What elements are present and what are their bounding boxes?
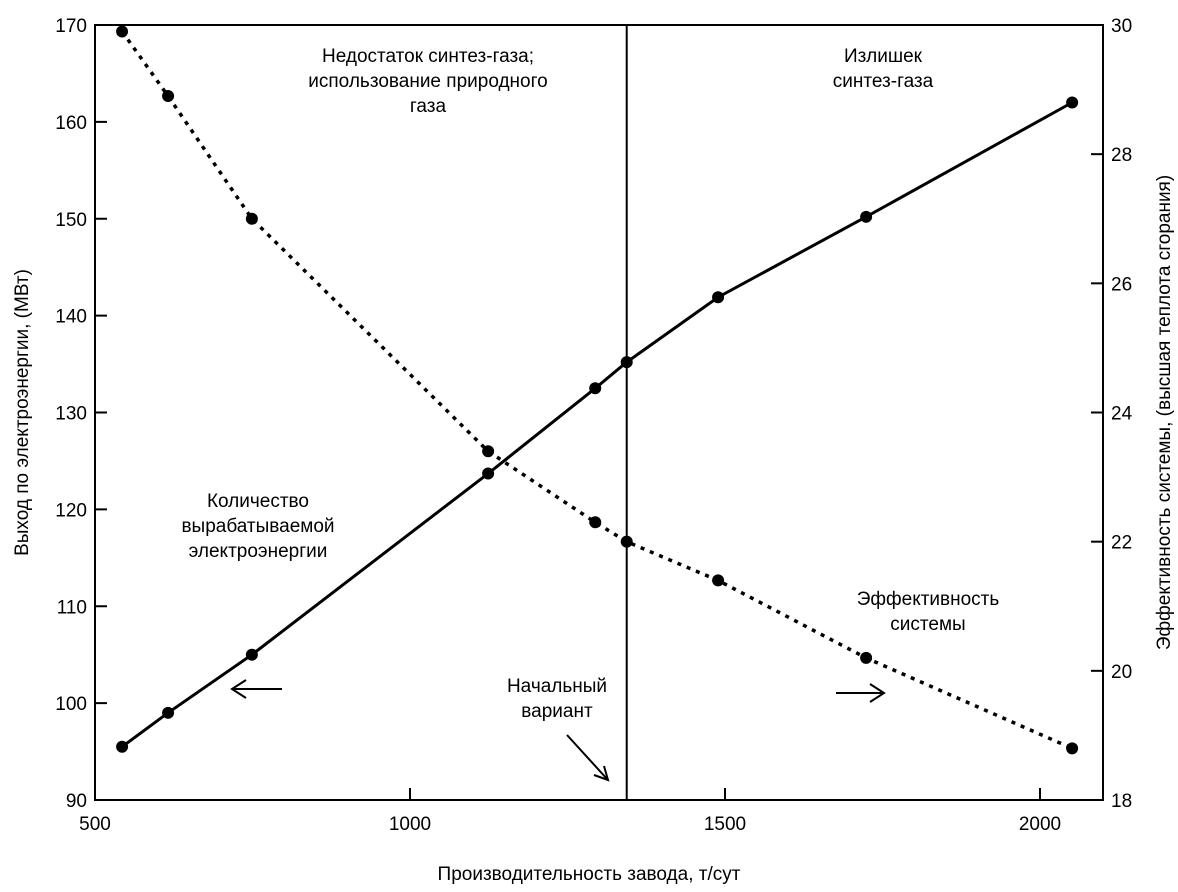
- point: [620, 356, 633, 369]
- left-arrow: [230, 679, 282, 699]
- point: [1066, 742, 1079, 755]
- y2-tick-label: 18: [1111, 791, 1132, 812]
- y-tick-label: 150: [55, 210, 87, 231]
- x-axis-label: Производительность завода, т/сут: [438, 864, 741, 885]
- annotation: электроэнергии: [189, 541, 328, 562]
- y2-tick-label: 24: [1111, 404, 1133, 425]
- point: [860, 651, 873, 664]
- point: [162, 90, 175, 103]
- y2-axis-label: Эффективность системы, (высшая теплота с…: [1154, 175, 1175, 650]
- annotation: использование природного: [308, 71, 547, 92]
- y-tick-label: 120: [55, 500, 87, 521]
- y2-tick-label: 26: [1111, 274, 1132, 295]
- x-tick-label: 500: [79, 814, 111, 835]
- x-tick-label: 1000: [389, 814, 431, 835]
- annotation: Количество: [207, 491, 309, 512]
- point: [589, 382, 602, 395]
- annotation: синтез-газа: [833, 71, 934, 92]
- annotation: Недостаток синтез-газа;: [322, 46, 534, 67]
- point: [620, 535, 633, 548]
- annotation: вырабатываемой: [181, 516, 334, 537]
- point: [860, 210, 873, 223]
- point: [245, 212, 258, 225]
- y2-tick-label: 30: [1111, 16, 1132, 37]
- point: [116, 25, 129, 38]
- point: [245, 648, 258, 661]
- annotation: Излишек: [844, 46, 923, 67]
- y2-tick-label: 20: [1111, 662, 1132, 683]
- annotation: Начальный: [507, 676, 607, 697]
- series-line: [121, 101, 1073, 748]
- annotation: Эффективность: [857, 589, 1000, 610]
- point: [712, 574, 725, 587]
- point: [589, 516, 602, 529]
- y2-tick-label: 22: [1111, 533, 1132, 554]
- pointer-arrow: [566, 734, 610, 782]
- y2-tick-label: 28: [1111, 145, 1132, 166]
- y-tick-label: 170: [55, 16, 87, 37]
- point: [1066, 96, 1079, 109]
- point: [712, 291, 725, 304]
- y-axis-label: Выход по электроэнергии, (МВт): [12, 269, 33, 556]
- arrows: [230, 679, 886, 782]
- right-arrow: [836, 683, 886, 703]
- point: [162, 706, 175, 719]
- y-tick-label: 130: [55, 404, 87, 425]
- annotation: газа: [410, 96, 447, 117]
- annotation: вариант: [521, 701, 593, 722]
- point: [482, 467, 495, 480]
- y-tick-label: 100: [55, 694, 87, 715]
- point: [116, 740, 129, 753]
- x-tick-label: 2000: [1019, 814, 1061, 835]
- point: [482, 445, 495, 458]
- y-tick-label: 160: [55, 113, 87, 134]
- annotation: системы: [890, 614, 965, 635]
- y-tick-label: 140: [55, 307, 87, 328]
- y-tick-label: 110: [57, 597, 87, 618]
- y-tick-label: 90: [66, 791, 87, 812]
- x-tick-label: 1500: [704, 814, 746, 835]
